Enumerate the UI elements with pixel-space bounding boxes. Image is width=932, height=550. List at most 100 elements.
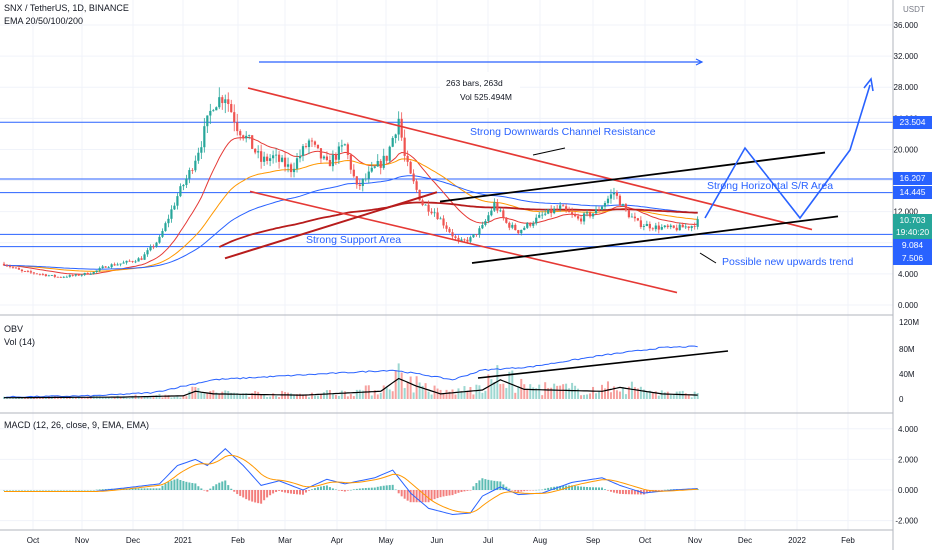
- macd-histogram-bar: [475, 483, 478, 490]
- candle-body: [600, 206, 604, 210]
- macd-histogram-bar: [645, 490, 648, 494]
- volume-bar: [562, 384, 565, 399]
- candle-body: [633, 216, 636, 219]
- candle-body: [358, 184, 361, 186]
- candle-body: [182, 184, 185, 187]
- volume-bar: [170, 397, 173, 399]
- candle-body: [236, 122, 239, 132]
- macd-histogram-bar: [26, 490, 29, 491]
- candle-body: [409, 161, 412, 174]
- candle-body: [666, 225, 669, 228]
- macd-histogram-bar: [367, 487, 370, 490]
- volume-bar: [143, 396, 146, 399]
- macd-histogram-bar: [316, 487, 319, 490]
- volume-bar: [624, 394, 627, 399]
- new-trend-annotation[interactable]: Possible new upwards trend: [722, 256, 854, 268]
- macd-histogram-bar: [293, 490, 296, 494]
- volume-bar: [257, 391, 260, 399]
- candle-body: [83, 272, 86, 275]
- trend-drawings: [224, 58, 874, 294]
- volume-bar: [218, 394, 221, 399]
- macd-histogram-bar: [606, 490, 609, 491]
- candle-body: [553, 208, 556, 214]
- candle-body: [313, 141, 317, 145]
- volume-bar: [601, 384, 603, 399]
- macd-histogram-bar: [427, 490, 430, 503]
- volume-bar: [427, 391, 430, 399]
- macd-histogram-bar: [149, 488, 152, 490]
- candle-body: [212, 110, 215, 112]
- horizontal-sr-annotation[interactable]: Strong Horizontal S/R Area: [707, 180, 834, 192]
- volume-bar: [334, 394, 337, 399]
- macd-histogram-bar: [436, 490, 439, 499]
- candle-body: [59, 276, 62, 278]
- macd-histogram-bar: [302, 490, 304, 495]
- volume-bar: [397, 363, 400, 399]
- candle-body: [618, 195, 622, 206]
- macd-histogram-bar: [239, 490, 242, 496]
- candle-body: [612, 192, 616, 195]
- candle-body: [206, 115, 209, 127]
- candle-body: [472, 234, 475, 238]
- volume-bar: [675, 391, 678, 399]
- volume-bar: [266, 397, 269, 399]
- volume-bar: [215, 392, 218, 399]
- macd-tick-label: -2.000: [895, 517, 918, 526]
- x-tick-label: Mar: [278, 536, 292, 545]
- candle-body: [349, 154, 352, 170]
- volume-bar: [502, 383, 505, 399]
- macd-histogram-bar: [304, 490, 307, 493]
- channel-resistance-annotation[interactable]: Strong Downwards Channel Resistance: [470, 126, 656, 138]
- volume-bar: [603, 388, 606, 399]
- macd-histogram-bar: [319, 486, 322, 490]
- macd-histogram-bar: [469, 490, 472, 491]
- macd-histogram-bar: [400, 490, 403, 497]
- candle-body: [307, 140, 311, 148]
- volume-bar: [657, 395, 660, 399]
- volume-bar: [269, 396, 272, 399]
- macd-histogram-bar: [406, 490, 409, 501]
- volume-bar: [32, 397, 35, 399]
- volume-bar: [541, 395, 544, 399]
- candle-body: [385, 155, 388, 161]
- candle-body: [104, 266, 107, 268]
- macd-histogram-bar: [472, 486, 475, 490]
- price-tag-9084: 9.084: [893, 239, 932, 252]
- volume-bar: [260, 394, 263, 399]
- macd-histogram-bar: [592, 487, 595, 490]
- macd-histogram-bar: [373, 487, 376, 490]
- candle-body: [352, 169, 355, 177]
- candle-body: [38, 273, 41, 275]
- macd-histogram-bar: [601, 487, 603, 490]
- support-area-annotation[interactable]: Strong Support Area: [306, 234, 402, 246]
- candle-body: [439, 218, 442, 220]
- macd-histogram-bar: [451, 490, 454, 496]
- candle-body: [301, 146, 305, 156]
- candle-body: [5, 265, 9, 267]
- macd-histogram-bar: [38, 490, 41, 491]
- x-tick-label: Dec: [738, 536, 752, 545]
- macd-histogram-bar: [370, 487, 373, 490]
- macd-histogram-bar: [648, 490, 651, 493]
- volume-bar: [242, 393, 245, 399]
- volume-bar: [660, 390, 663, 399]
- macd-histogram-bar: [176, 478, 179, 490]
- volume-bar: [275, 395, 278, 399]
- macd-histogram-bar: [56, 490, 59, 491]
- volume-bar: [340, 390, 343, 399]
- macd-histogram-bar: [633, 490, 636, 495]
- macd-histogram-bar: [487, 479, 490, 490]
- macd-histogram-bar: [191, 483, 194, 490]
- candle-body: [188, 170, 191, 179]
- macd-histogram-bar: [511, 490, 514, 491]
- volume-bar: [672, 394, 675, 399]
- obv-tick-label: 80M: [899, 345, 915, 354]
- volume-bar: [248, 396, 251, 399]
- macd-histogram-bar: [185, 481, 188, 490]
- candle-body: [68, 275, 71, 277]
- candle-body: [427, 204, 430, 212]
- macd-histogram-bar: [284, 490, 287, 493]
- candle-body: [690, 226, 693, 229]
- volume-bar: [615, 390, 618, 399]
